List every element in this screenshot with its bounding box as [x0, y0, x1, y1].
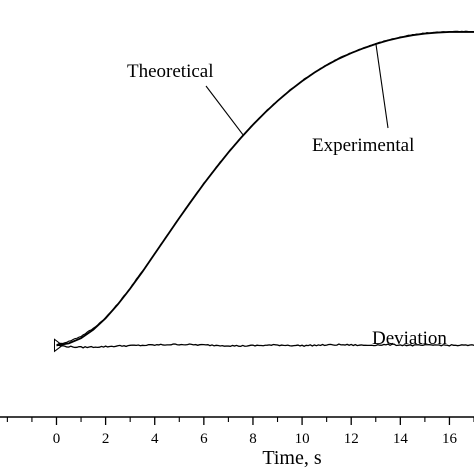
annotations: Theoretical Experimental Deviation	[127, 42, 447, 349]
annotation-theoretical: Theoretical	[127, 61, 214, 82]
x-tick-label: 8	[249, 431, 257, 447]
x-tick-label: 6	[200, 431, 208, 447]
start-marker	[53, 338, 64, 353]
x-tick-label: 16	[442, 431, 458, 447]
x-tick-label: 4	[151, 431, 159, 447]
x-tick-label: 12	[344, 431, 359, 447]
x-axis-title: Time, s	[262, 447, 322, 469]
annotation-leader-experimental	[375, 42, 389, 129]
series-theoretical-line	[56, 31, 474, 347]
x-ticks: 0 2 4 6 8 10 12 14 16	[6, 417, 474, 447]
x-tick-label: 10	[295, 431, 310, 447]
x-tick-label: 0	[53, 431, 61, 447]
plot-area	[53, 30, 474, 353]
x-tick-label: 14	[393, 431, 409, 447]
x-tick-label: 2	[102, 431, 110, 447]
annotation-leader-theoretical	[205, 85, 244, 136]
x-axis: 0 2 4 6 8 10 12 14 16 Time, s	[0, 416, 474, 469]
series-deviation-line	[56, 343, 474, 349]
annotation-deviation: Deviation	[372, 328, 447, 349]
series-experimental-line	[56, 30, 474, 346]
annotation-experimental: Experimental	[312, 135, 414, 156]
